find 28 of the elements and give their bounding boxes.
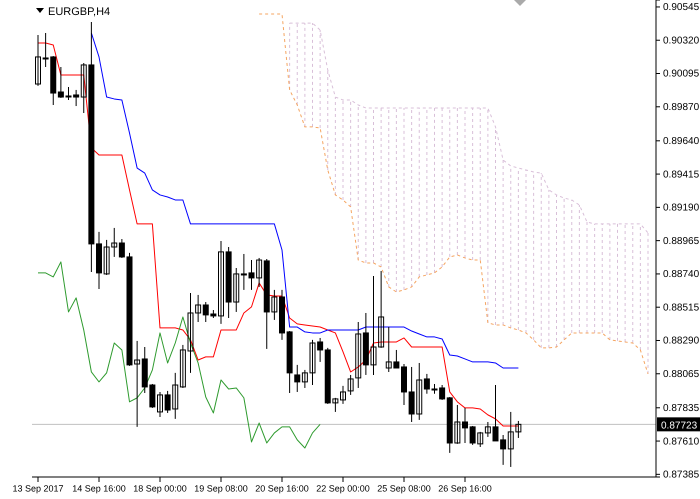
y-tick-label: 0.89190 xyxy=(663,202,700,214)
line-series xyxy=(38,261,321,449)
x-tick-label: 22 Sep 00:00 xyxy=(316,483,370,494)
y-tick-label: 0.87835 xyxy=(663,402,700,414)
line-series xyxy=(90,32,519,368)
y-tick-label: 0.90320 xyxy=(663,35,700,46)
x-tick-label: 26 Sep 16:00 xyxy=(438,483,492,494)
x-tick-label: 14 Sep 16:00 xyxy=(72,483,126,494)
y-tick-label: 0.89870 xyxy=(663,102,700,113)
y-tick-label: 0.90545 xyxy=(663,2,700,14)
y-tick-label: 0.89415 xyxy=(663,169,700,180)
y-tick-label: 0.88065 xyxy=(663,368,700,380)
y-tick-label: 0.89640 xyxy=(663,136,700,148)
y-tick-label: 0.87385 xyxy=(663,470,700,481)
y-tick-label: 0.88290 xyxy=(663,336,700,347)
x-tick-label: 25 Sep 08:00 xyxy=(377,483,431,494)
y-tick-label: 0.88965 xyxy=(663,236,700,247)
x-tick-label: 20 Sep 16:00 xyxy=(255,483,309,494)
text: EURGBP,H4 xyxy=(48,6,110,18)
y-tick-label: 0.87610 xyxy=(663,436,700,448)
x-tick-label: 13 Sep 2017 xyxy=(12,483,64,494)
y-tick-label: 0.88740 xyxy=(663,269,700,280)
x-tick-label: 18 Sep 00:00 xyxy=(133,483,187,494)
y-tick-label: 0.88515 xyxy=(663,302,700,314)
ref-line-label: 0.87723 xyxy=(661,420,698,432)
y-tick-label: 0.90095 xyxy=(663,68,700,80)
x-tick-label: 19 Sep 08:00 xyxy=(194,483,248,494)
candlestick xyxy=(348,374,354,396)
